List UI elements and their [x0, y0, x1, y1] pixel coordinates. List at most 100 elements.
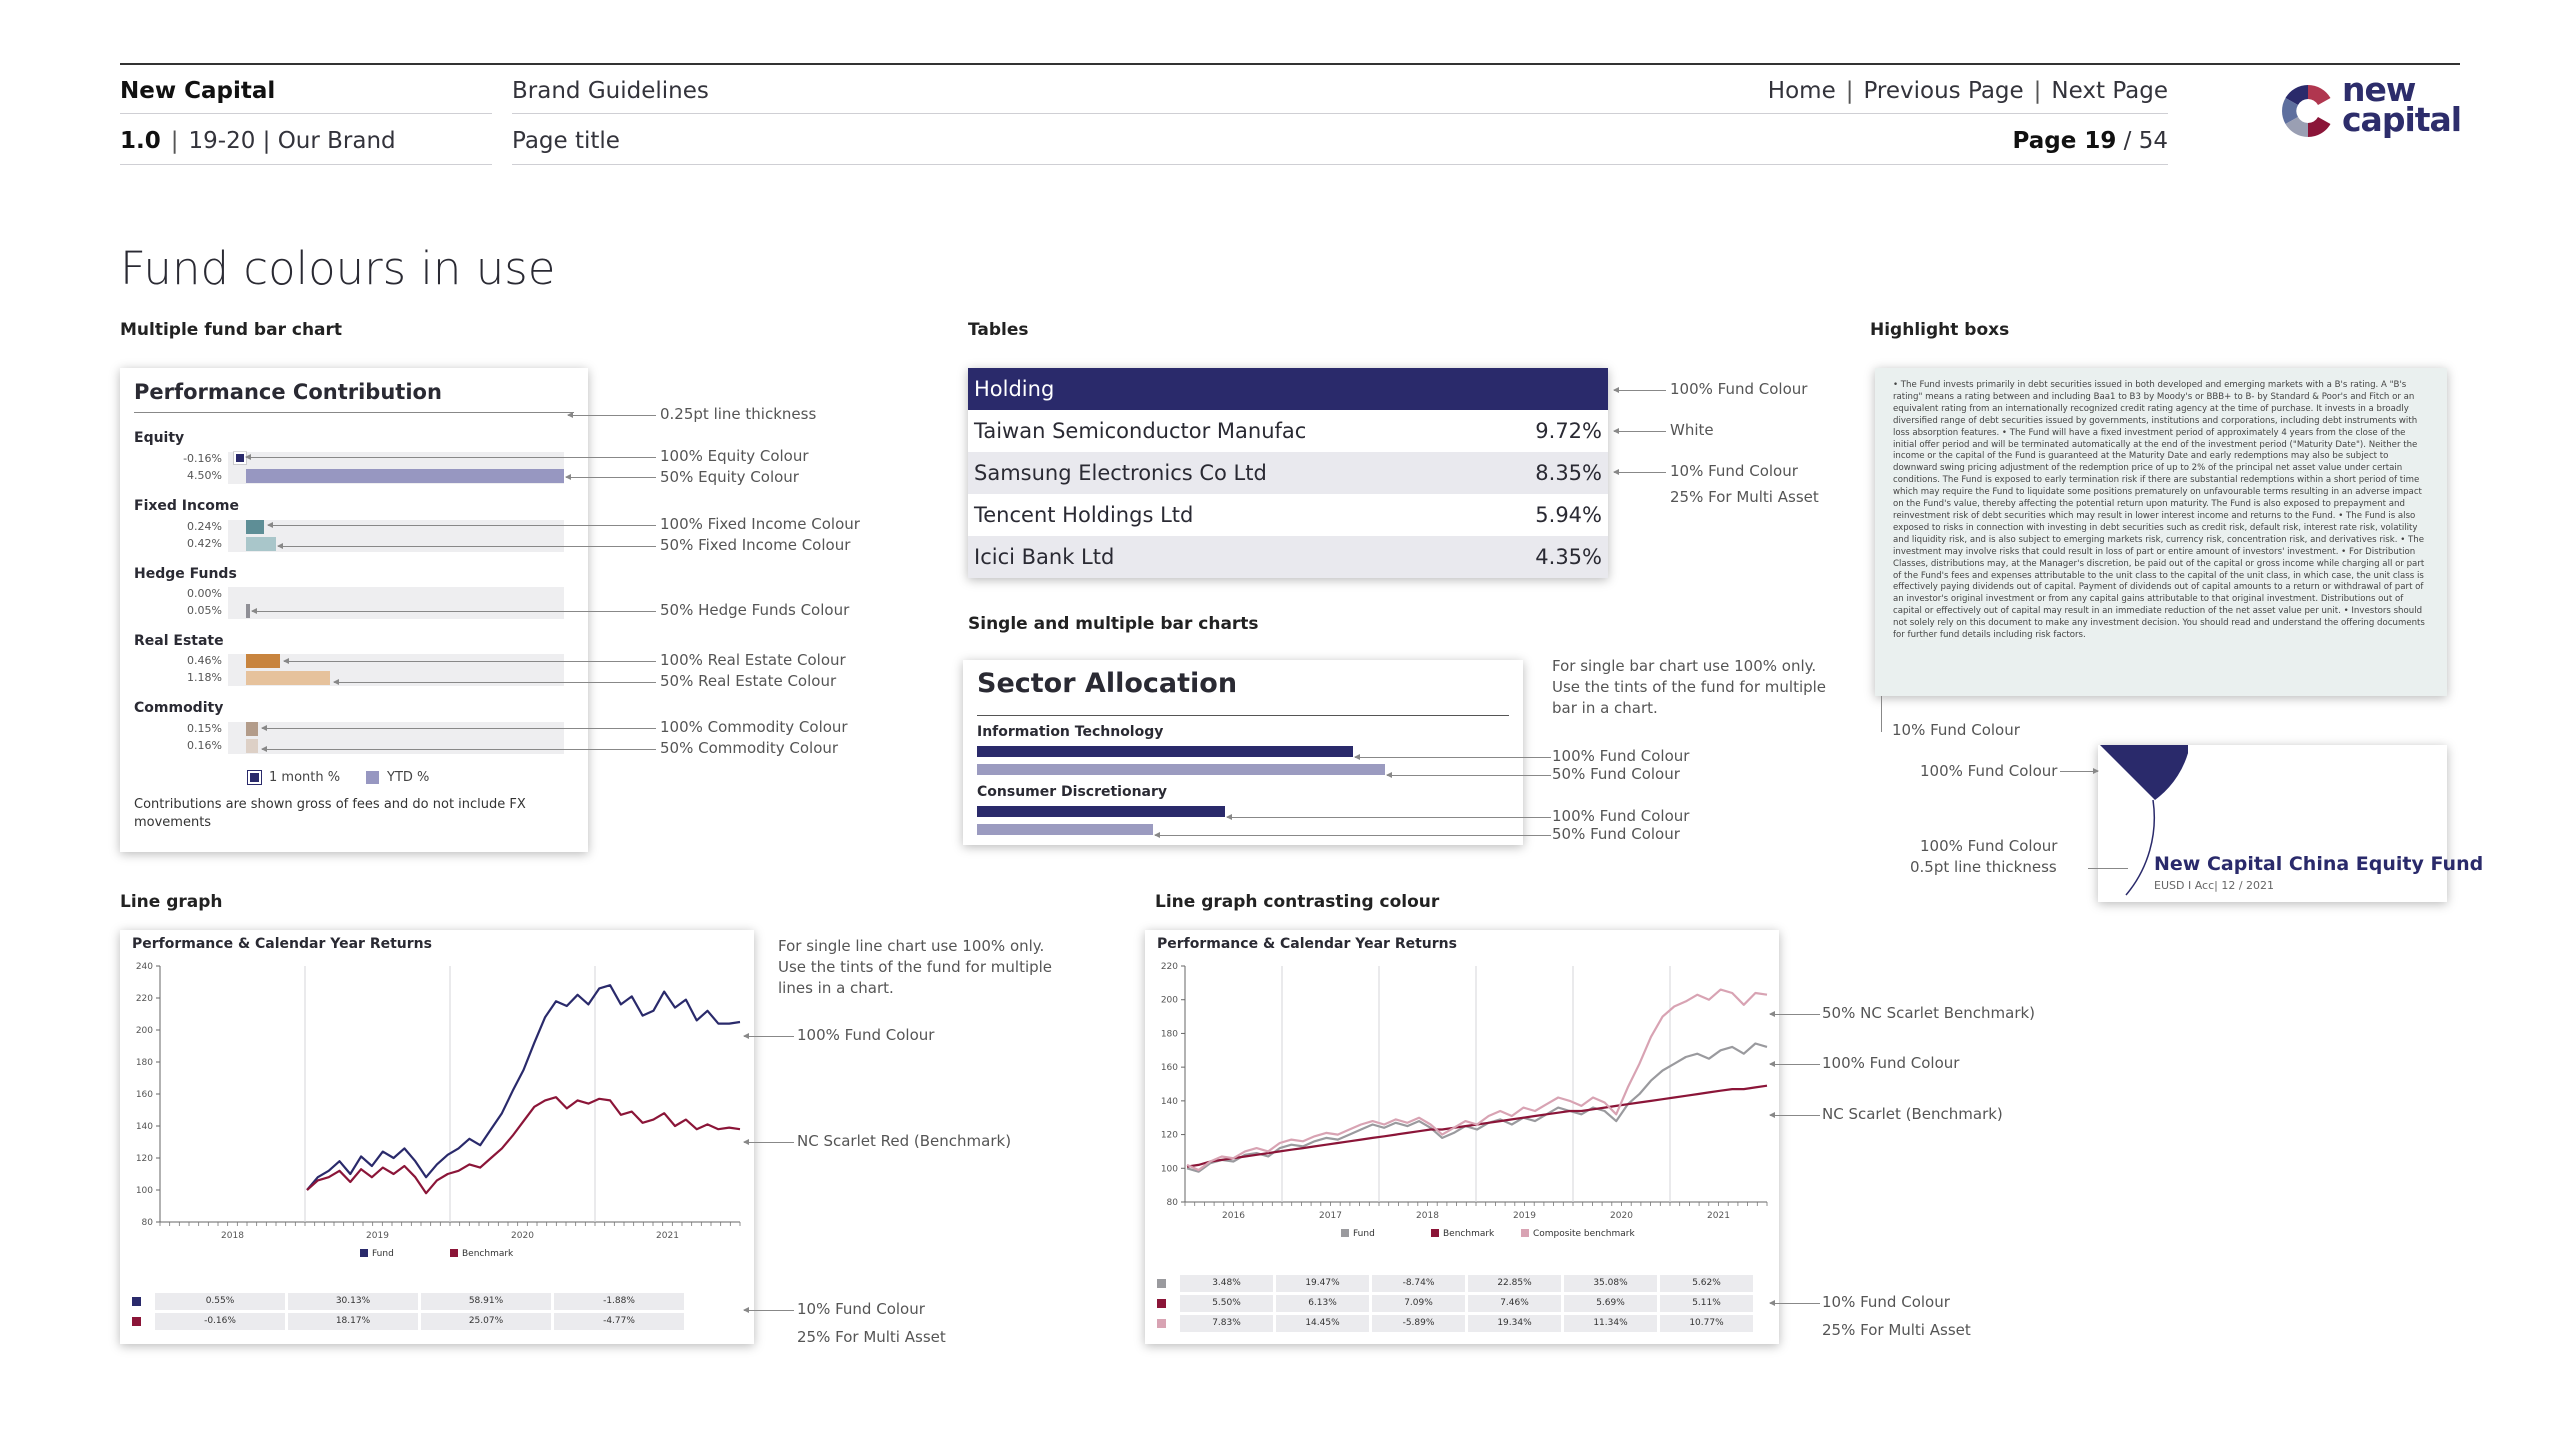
- annotation-contrast-a: 50% NC Scarlet Benchmark): [1822, 1004, 2036, 1022]
- annotation-contrast-d: 10% Fund Colour: [1822, 1293, 1950, 1311]
- annotation-china-c: 0.5pt line thickness: [1910, 858, 2057, 876]
- holding-name: Tencent Holdings Ltd: [974, 503, 1194, 527]
- table-row: Tencent Holdings Ltd 5.94%: [968, 494, 1608, 536]
- annotation-pointer: [267, 522, 656, 528]
- annotation-china-b: 100% Fund Colour: [1920, 837, 2058, 855]
- bar-real-estate-1m: [246, 654, 280, 668]
- sector-note: For single bar chart use 100% only. Use …: [1552, 657, 1827, 717]
- category-label: Hedge Funds: [134, 566, 237, 582]
- legend-swatch-1m: [248, 771, 261, 784]
- annotation-pointer: [1769, 1011, 1820, 1017]
- table-cell: 22.85%: [1468, 1274, 1561, 1292]
- annotation-pointer: [567, 412, 656, 418]
- y-tick-label: 140: [136, 1122, 153, 1132]
- table-cell: 7.46%: [1468, 1294, 1561, 1312]
- value-ytd: 0.05%: [187, 604, 222, 617]
- holding-pct: 5.94%: [1535, 503, 1602, 527]
- annotation-table-white: White: [1670, 421, 1714, 439]
- annotation-commodity-50: 50% Commodity Colour: [660, 739, 839, 757]
- sector-bar-primary: [977, 806, 1225, 817]
- annotation-pointer: [1769, 1300, 1820, 1306]
- holding-name: Taiwan Semiconductor Manufac: [974, 419, 1307, 443]
- legend-1m: 1 month %: [248, 770, 340, 785]
- legend-label: Benchmark: [1443, 1229, 1495, 1239]
- table-cell: 14.45%: [1276, 1314, 1369, 1332]
- annotation-pointer: [261, 725, 656, 731]
- annotation-pointer: [743, 1033, 794, 1039]
- brand-name: New Capital: [120, 78, 276, 104]
- page-title: Fund colours in use: [120, 242, 556, 295]
- table-cell: 7.09%: [1372, 1294, 1465, 1312]
- annotation-table-header: 100% Fund Colour: [1670, 380, 1808, 398]
- legend-swatch: [1431, 1229, 1439, 1237]
- y-tick-label: 220: [1161, 962, 1178, 972]
- annotation-line-thickness: 0.25pt line thickness: [660, 405, 817, 423]
- annotation-pointer: [743, 1307, 794, 1313]
- x-tick-label: 2020: [1610, 1211, 1633, 1221]
- home-link[interactable]: Home: [1767, 78, 1836, 104]
- table-cell: -1.88%: [554, 1292, 684, 1310]
- y-tick-label: 160: [1161, 1063, 1178, 1073]
- bar-equity-ytd: [246, 469, 564, 483]
- annotation-pointer: [1769, 1061, 1820, 1067]
- table-cell: 30.13%: [288, 1292, 418, 1310]
- annotation-contrast-e: 25% For Multi Asset: [1822, 1321, 1971, 1339]
- line-graph-contrast-card: Performance & Calendar Year Returns 80 10…: [1145, 930, 1779, 1344]
- table-cell: 35.08%: [1564, 1274, 1657, 1292]
- legend-label: Benchmark: [462, 1249, 514, 1259]
- holding-pct: 9.72%: [1535, 419, 1602, 443]
- table-row: 0.55% 30.13% 58.91% -1.88%: [120, 1292, 687, 1310]
- legend-label: Composite benchmark: [1533, 1229, 1635, 1239]
- value-1m: 0.24%: [187, 520, 222, 533]
- table-cell: -8.74%: [1372, 1274, 1465, 1292]
- highlight-text: • The Fund invests primarily in debt sec…: [1893, 380, 2425, 641]
- legend-ytd: YTD %: [366, 770, 429, 785]
- x-tick-label: 2019: [366, 1231, 389, 1241]
- annotation-sector-b: 50% Fund Colour: [1552, 765, 1680, 783]
- legend-swatch-ytd: [366, 771, 379, 784]
- fund-subtitle: EUSD I Acc| 12 / 2021: [2154, 879, 2275, 892]
- series-line: [1186, 988, 1768, 1172]
- y-tick-label: 240: [136, 962, 153, 972]
- annotation-equity-50: 50% Equity Colour: [660, 468, 799, 486]
- x-tick-label: 2020: [511, 1231, 534, 1241]
- annotation-pointer: [1354, 754, 1551, 760]
- annotation-contrast-b: 100% Fund Colour: [1822, 1054, 1960, 1072]
- value-1m: 0.46%: [187, 654, 222, 667]
- table-cell: 18.17%: [288, 1312, 418, 1330]
- annotation-pointer: [251, 608, 656, 614]
- annotation-line-tint: 10% Fund Colour: [797, 1300, 925, 1318]
- table-cell: 10.77%: [1660, 1314, 1753, 1332]
- y-tick-label: 200: [1161, 996, 1178, 1006]
- table-row: 3.48% 19.47% -8.74% 22.85% 35.08% 5.62%: [1145, 1274, 1756, 1292]
- y-tick-label: 120: [1161, 1131, 1178, 1141]
- table-row: -0.16% 18.17% 25.07% -4.77%: [120, 1312, 687, 1330]
- next-page-link[interactable]: Next Page: [2051, 78, 2168, 104]
- table-row: Icici Bank Ltd 4.35%: [968, 536, 1608, 578]
- logo-word-capital: capital: [2342, 100, 2462, 139]
- holdings-table: Holding Taiwan Semiconductor Manufac 9.72…: [968, 368, 1608, 578]
- y-tick-label: 200: [136, 1026, 153, 1036]
- annotation-china-a: 100% Fund Colour: [1920, 762, 2058, 780]
- annotation-fixed-income-100: 100% Fixed Income Colour: [660, 515, 860, 533]
- bar-track: [228, 587, 564, 619]
- series-line: [306, 1096, 741, 1195]
- bar-hedge-ytd: [246, 604, 250, 618]
- section-title-single-multi: Single and multiple bar charts: [968, 614, 1259, 634]
- table-row: 5.50% 6.13% 7.09% 7.46% 5.69% 5.11%: [1145, 1294, 1756, 1312]
- bar-real-estate-ytd: [246, 671, 330, 685]
- previous-page-link[interactable]: Previous Page: [1863, 78, 2024, 104]
- table-cell: 19.34%: [1468, 1314, 1561, 1332]
- table-cell: -4.77%: [554, 1312, 684, 1330]
- annotation-table-multi: 25% For Multi Asset: [1670, 488, 1819, 506]
- annotation-pointer: [1386, 772, 1551, 778]
- logo-word-new: new: [2342, 70, 2416, 109]
- annotation-highlight: 10% Fund Colour: [1892, 721, 2020, 739]
- annotation-hedge-50: 50% Hedge Funds Colour: [660, 601, 850, 619]
- annotation-pointer: [1226, 814, 1551, 820]
- annotation-pointer: [283, 658, 656, 664]
- legend-label: Fund: [1353, 1229, 1375, 1239]
- bar-commodity-1m: [246, 722, 258, 736]
- category-label: Fixed Income: [134, 498, 239, 514]
- legend-label: 1 month %: [269, 770, 341, 785]
